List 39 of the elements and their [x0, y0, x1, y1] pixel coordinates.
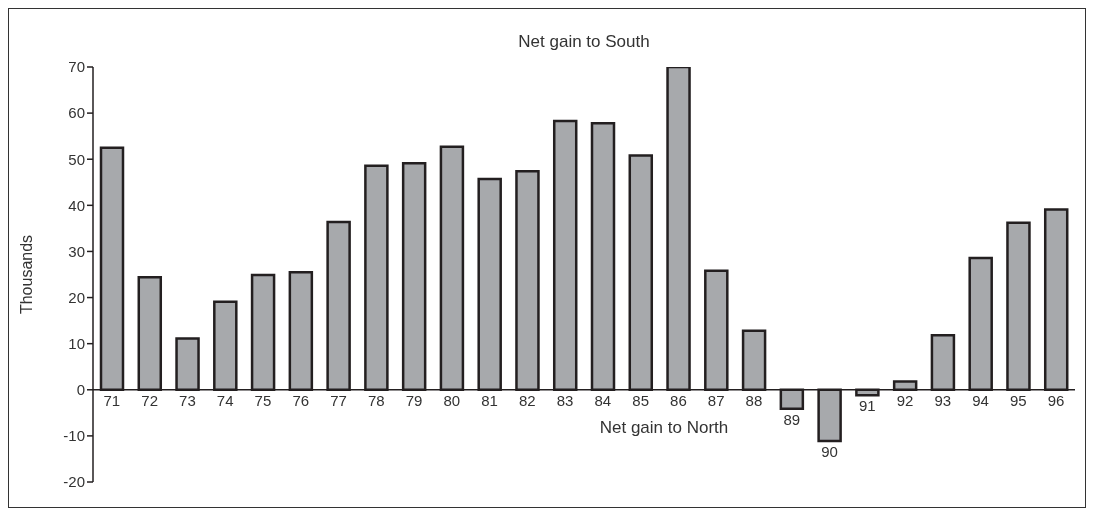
x-tick-label: 81: [481, 391, 498, 409]
x-tick-label: 86: [670, 391, 687, 409]
x-tick-label: 92: [896, 391, 914, 409]
y-tick-label: 20: [68, 288, 85, 306]
x-tick-label: 89: [783, 410, 801, 428]
x-tick-label: 84: [594, 391, 612, 409]
x-tick-label: 93: [934, 391, 952, 409]
y-tick-label: -20: [63, 473, 85, 491]
x-tick-label: 78: [367, 391, 385, 409]
y-tick-label: 30: [68, 242, 85, 260]
x-tick-label: 95: [1010, 391, 1027, 409]
x-tick-label: 94: [972, 391, 989, 409]
y-tick-label: 50: [68, 150, 85, 168]
x-tick-label: 83: [556, 391, 574, 409]
x-tick-label: 73: [179, 391, 196, 409]
y-tick-label: 40: [68, 196, 85, 214]
y-tick-label: 10: [68, 334, 85, 352]
x-tick-label: 72: [141, 391, 158, 409]
x-tick-label: 87: [707, 391, 725, 409]
x-tick-label: 77: [330, 391, 347, 409]
x-tick-label: 96: [1047, 391, 1065, 409]
annotation: Net gain to North: [599, 417, 729, 437]
x-tick-label: 79: [405, 391, 423, 409]
y-tick-label: 0: [76, 381, 85, 399]
x-tick-label: 88: [745, 391, 763, 409]
y-tick-label: 70: [68, 58, 85, 76]
y-tick-label: 60: [68, 104, 85, 122]
x-tick-label: 91: [858, 397, 876, 415]
x-tick-label: 74: [216, 391, 234, 409]
x-tick-label: 75: [254, 391, 272, 409]
y-axis-title: Thousands: [17, 234, 35, 315]
x-tick-label: 80: [443, 391, 461, 409]
x-tick-label: 71: [103, 391, 121, 409]
y-tick-label: -10: [63, 427, 85, 445]
x-tick-label: 82: [519, 391, 536, 409]
x-tick-label: 85: [632, 391, 649, 409]
x-tick-label: 90: [821, 442, 838, 460]
x-tick-label: 76: [292, 391, 310, 409]
text: Net gain to South: [517, 32, 651, 52]
